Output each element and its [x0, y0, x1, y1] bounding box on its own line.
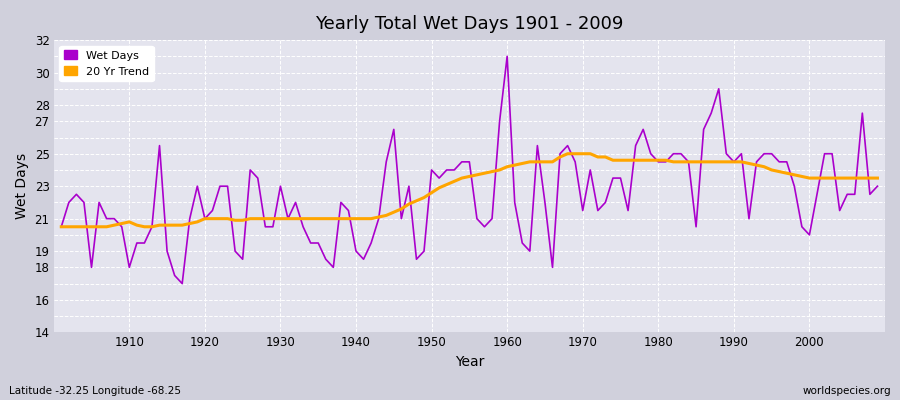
- X-axis label: Year: Year: [454, 355, 484, 369]
- Wet Days: [501, 54, 512, 59]
- Wet Days: [56, 224, 67, 229]
- Line: Wet Days: Wet Days: [61, 56, 878, 284]
- Wet Days: [116, 224, 127, 229]
- 20 Yr Trend: [872, 176, 883, 180]
- Line: 20 Yr Trend: 20 Yr Trend: [61, 154, 878, 227]
- Wet Days: [608, 176, 618, 180]
- 20 Yr Trend: [494, 168, 505, 172]
- 20 Yr Trend: [56, 224, 67, 229]
- 20 Yr Trend: [283, 216, 293, 221]
- Wet Days: [176, 281, 187, 286]
- Legend: Wet Days, 20 Yr Trend: Wet Days, 20 Yr Trend: [59, 46, 154, 81]
- Y-axis label: Wet Days: Wet Days: [15, 153, 29, 219]
- 20 Yr Trend: [501, 164, 512, 169]
- Wet Days: [872, 184, 883, 188]
- Title: Yearly Total Wet Days 1901 - 2009: Yearly Total Wet Days 1901 - 2009: [315, 15, 624, 33]
- Text: Latitude -32.25 Longitude -68.25: Latitude -32.25 Longitude -68.25: [9, 386, 181, 396]
- 20 Yr Trend: [328, 216, 338, 221]
- Wet Days: [290, 200, 301, 205]
- 20 Yr Trend: [116, 221, 127, 226]
- Wet Days: [517, 241, 527, 246]
- 20 Yr Trend: [600, 154, 611, 159]
- Text: worldspecies.org: worldspecies.org: [803, 386, 891, 396]
- Wet Days: [336, 200, 346, 205]
- Wet Days: [509, 200, 520, 205]
- 20 Yr Trend: [562, 151, 573, 156]
